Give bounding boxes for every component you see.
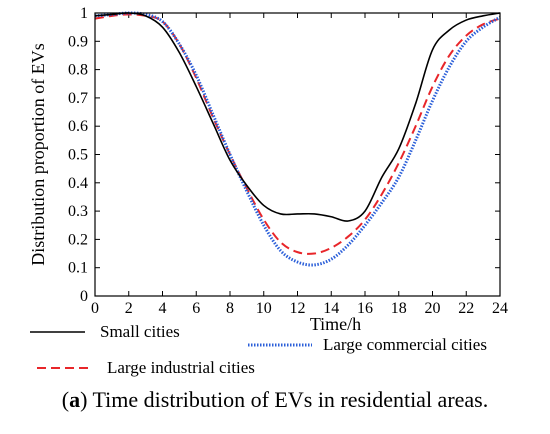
x-tick-label: 6	[192, 300, 200, 317]
y-tick-label: 0.9	[68, 33, 88, 50]
series-line-large-commercial-cities	[94, 11, 501, 267]
legend-label-large-industrial-cities: Large industrial cities	[107, 358, 255, 377]
series-line-small-cities	[94, 12, 501, 222]
y-tick-label: 0.1	[68, 260, 88, 277]
x-tick-label: 18	[391, 300, 407, 317]
y-tick-label: 1	[80, 5, 88, 22]
series-line-large-industrial-cities	[94, 13, 501, 255]
y-tick-label: 0.7	[68, 90, 88, 107]
y-tick-label: 0.3	[68, 203, 88, 220]
y-tick-label: 0.4	[68, 175, 88, 192]
x-tick-label: 14	[323, 300, 339, 317]
x-tick-label: 24	[492, 300, 508, 317]
legend-label-large-commercial-cities: Large commercial cities	[323, 335, 487, 354]
series-lines	[94, 11, 501, 267]
y-tick-label: 0	[80, 288, 88, 305]
x-tick-label: 0	[91, 300, 99, 317]
x-tick-label: 20	[425, 300, 441, 317]
x-tick-label: 4	[159, 300, 167, 317]
plot-frame	[94, 12, 501, 297]
x-tick-label: 8	[226, 300, 234, 317]
x-tick-label: 10	[256, 300, 272, 317]
line-chart: 0 2 4 6 8 10 12 14 16 18 20 22 2400.10.20.30.40.50.6…	[28, 5, 508, 377]
figure-caption: (a) Time distribution of EVs in resident…	[61, 387, 489, 412]
x-tick-label: 16	[357, 300, 373, 317]
y-tick-label: 0.8	[68, 62, 88, 79]
legend: Small cities Large commercial cities Lar…	[30, 322, 487, 377]
x-axis-label: Time/h	[310, 314, 361, 334]
legend-label-small-cities: Small cities	[100, 322, 180, 341]
y-tick-label: 0.2	[68, 231, 88, 248]
y-tick-label: 0.6	[68, 118, 88, 135]
axis-ticks: 0 2 4 6 8 10 12 14 16 18 20 22 2400.10.20.30.40.50.6…	[68, 5, 508, 317]
y-axis-label: Distribution proportion of EVs	[28, 43, 48, 266]
x-tick-label: 12	[290, 300, 306, 317]
x-tick-label: 2	[125, 300, 133, 317]
caption-label: a	[69, 387, 81, 412]
caption-text: Time distribution of EVs in residential …	[92, 387, 489, 412]
y-tick-label: 0.5	[68, 147, 88, 164]
x-tick-label: 22	[458, 300, 474, 317]
